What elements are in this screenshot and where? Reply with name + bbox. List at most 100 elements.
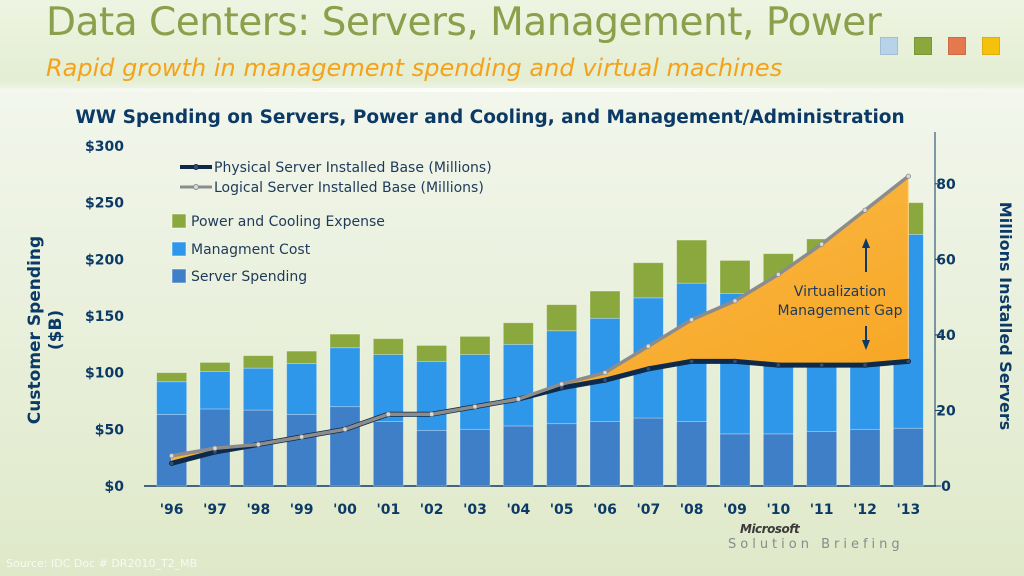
management-cost-bar [329,347,361,408]
y-tick-label: $250 [85,196,124,212]
server-spending-bar [372,420,404,487]
x-tick-label: '11 [810,502,834,518]
y2-tick-label: 40 [936,328,956,344]
microsoft-logo: Microsoft [740,522,800,536]
legend-bar-label: Power and Cooling Expense [191,214,385,230]
power-cooling-bar [156,372,188,383]
gap-arrow-down-head [862,340,870,350]
swatch-yellow [982,37,1000,55]
annotation-label: Management Gap [778,303,903,319]
x-tick-label: '99 [290,502,314,518]
physical-server-point [905,358,911,364]
management-cost-bar [546,330,578,425]
legend-line-label: Physical Server Installed Base (Millions… [214,160,492,176]
management-cost-bar [199,371,231,410]
management-cost-bar [372,354,404,422]
power-cooling-bar [719,260,751,294]
logical-server-point [342,426,348,432]
server-spending-bar [632,417,664,487]
management-cost-bar [286,363,318,416]
slide-subtitle: Rapid growth in management spending and … [46,54,783,82]
server-spending-bar [849,428,881,487]
x-tick-label: '05 [550,502,574,518]
management-cost-bar [242,367,274,411]
power-cooling-bar [546,304,578,332]
server-spending-bar [719,433,751,487]
logical-server-point [385,411,391,417]
legend-line-marker [193,164,199,170]
legend-bar-label: Server Spending [191,269,307,285]
server-spending-bar [286,414,318,487]
spending-chart: WW Spending on Servers, Power and Coolin… [25,107,1015,518]
server-spending-bar [892,427,924,487]
logical-server-point [689,317,695,323]
management-cost-bar [459,354,491,430]
legend-line-marker [193,184,199,190]
physical-server-line [169,358,911,466]
server-spending-bar [459,428,491,487]
x-tick-label: '06 [593,502,617,518]
server-spending-bar [676,420,708,487]
x-tick-label: '97 [203,502,227,518]
legend-bar-swatch [171,268,187,284]
swatch-orange [948,37,966,55]
swatch-light-blue [880,37,898,55]
color-swatches [880,37,1000,55]
logical-server-point [429,411,435,417]
server-spending-bar [502,425,534,487]
server-spending-bar [416,430,448,487]
y-tick-label: $300 [85,139,124,155]
y-tick-label: $200 [85,252,124,268]
legend-line-label: Logical Server Installed Base (Millions) [214,180,484,196]
logical-server-point [472,404,478,410]
y2-tick-label: 80 [936,177,956,193]
x-tick-label: '08 [680,502,704,518]
source-note: Source: IDC Doc # DR2010_T2_MB [6,557,198,570]
logical-server-point [255,441,261,448]
y2-axis-label: Millions Installed Servers [996,202,1015,430]
slide-title: Data Centers: Servers, Management, Power [46,0,882,45]
logical-server-point [645,343,651,349]
header-divider [0,88,1024,92]
x-tick-label: '09 [723,502,747,518]
y2-tick-label: 20 [936,403,956,419]
management-cost-bar [502,343,534,427]
physical-server-point [775,362,781,368]
physical-server-point [169,460,175,466]
server-spending-bar [762,433,794,487]
management-cost-bar [416,360,448,431]
logical-server-point [602,370,608,376]
y-tick-label: $100 [85,366,124,382]
y2-tick-label: 60 [936,252,956,268]
x-tick-label: '98 [246,502,270,518]
power-cooling-bar [632,262,664,299]
power-cooling-bar [242,355,274,369]
x-tick-label: '02 [420,502,444,518]
y-tick-label: $50 [95,422,124,438]
physical-server-point [862,362,868,368]
y2-tick-label: 0 [941,479,951,495]
power-cooling-bar [372,338,404,355]
physical-server-point [732,358,738,364]
logical-server-line [169,174,911,458]
logical-server-point [515,396,521,402]
x-tick-label: '13 [896,502,920,518]
brand-subtitle: Solution Briefing [728,537,904,552]
x-tick-label: '07 [636,502,660,518]
physical-server-point [645,366,651,372]
legend-bar-label: Managment Cost [191,242,311,258]
logical-server-point [299,434,305,440]
server-spending-bar [329,406,361,487]
x-tick-label: '00 [333,502,357,518]
power-cooling-bar [286,350,318,364]
y-tick-label: $0 [105,479,125,495]
logical-server-point [819,241,825,247]
server-spending-bar [546,423,578,487]
x-tick-label: '01 [376,502,400,518]
power-cooling-bar [199,362,231,372]
logical-server-point [732,298,738,304]
logical-server-point [559,381,565,387]
server-spending-bar [156,414,188,487]
x-tick-label: '03 [463,502,487,518]
logical-server-point [775,271,781,278]
